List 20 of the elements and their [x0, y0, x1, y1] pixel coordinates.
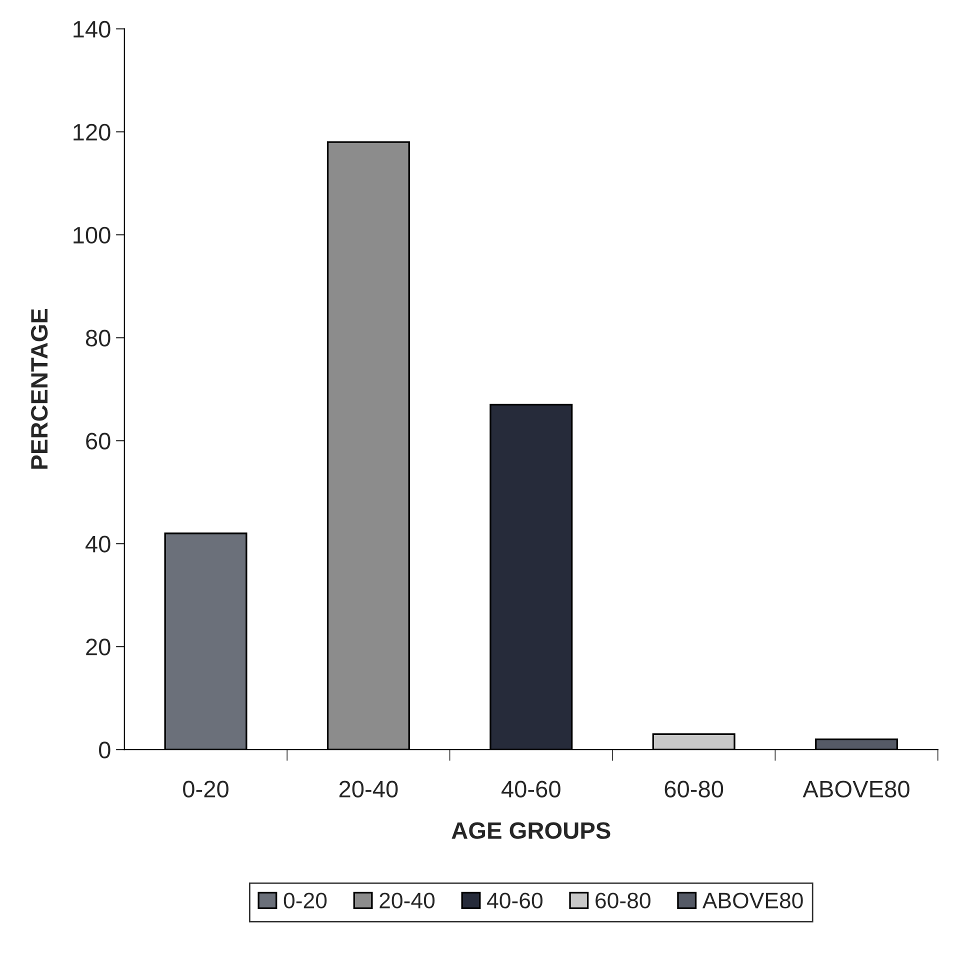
legend-label: 60-80: [596, 892, 650, 908]
y-tick-label: 100: [74, 226, 110, 244]
legend-label: ABOVE80: [702, 892, 803, 908]
legend-label: 40-60: [487, 892, 542, 908]
y-tick-label: 120: [74, 124, 110, 141]
x-tick-label: 60-80: [664, 780, 724, 798]
y-tick-label: 80: [86, 330, 110, 347]
x-tick-label: 20-40: [339, 780, 398, 798]
x-axis-title: AGE GROUPS: [452, 822, 610, 839]
y-tick-label: 60: [86, 432, 110, 450]
y-tick-label: 40: [86, 536, 110, 552]
x-tick-label: 0-20: [183, 780, 228, 798]
x-tick-label: ABOVE80: [802, 780, 910, 798]
legend-label: 20-40: [380, 892, 435, 908]
legend-label: 0-20: [284, 892, 327, 908]
x-tick-label: 40-60: [501, 780, 560, 798]
y-tick-label: 140: [74, 20, 110, 38]
y-axis-title: PERCENTAGE: [30, 309, 48, 469]
y-tick-label: 0: [99, 742, 110, 758]
y-tick-label: 20: [86, 638, 110, 656]
